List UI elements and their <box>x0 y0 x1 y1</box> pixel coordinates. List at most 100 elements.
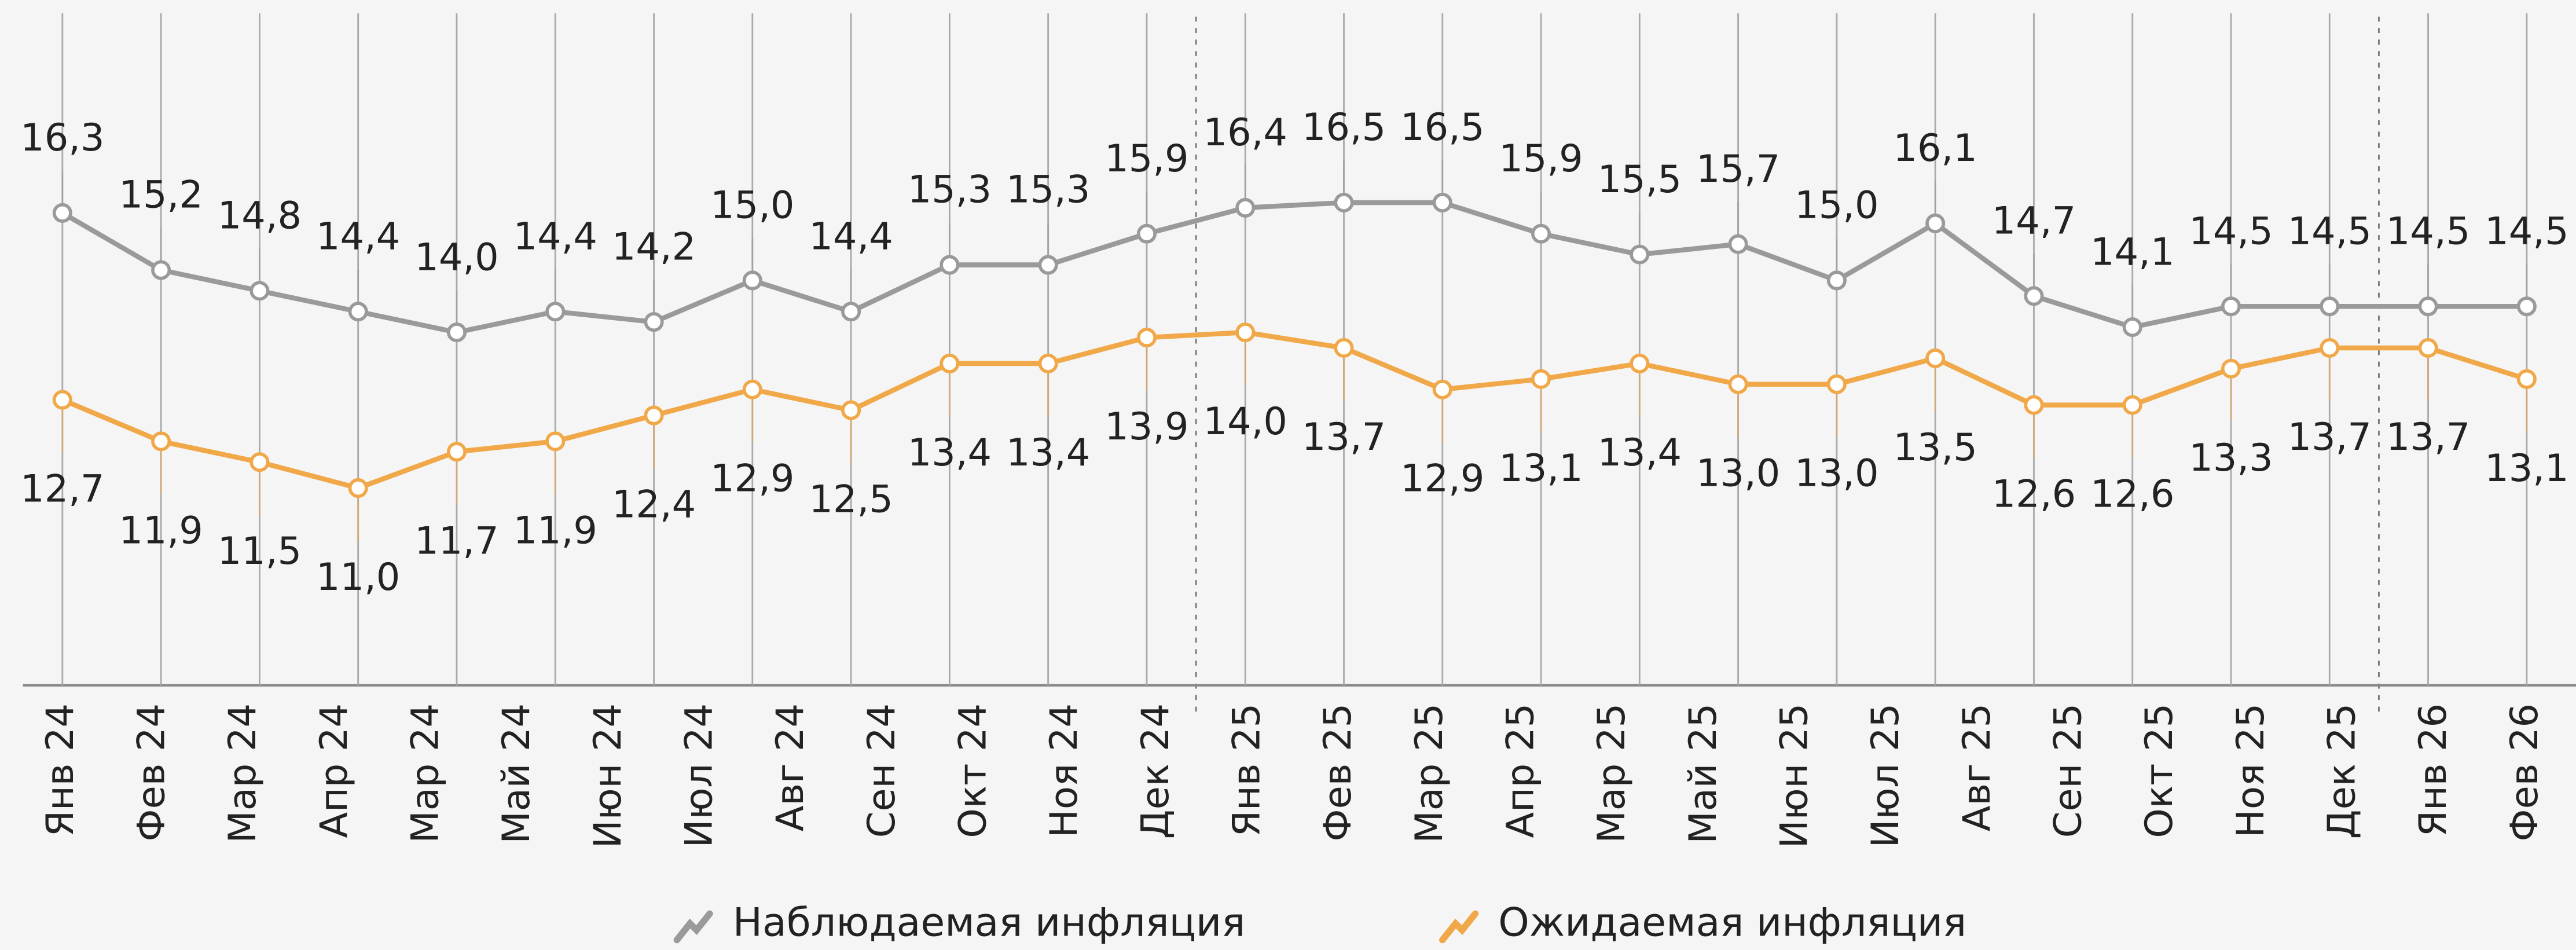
point <box>940 255 960 275</box>
point <box>52 390 72 410</box>
value-label: 14,0 <box>414 235 498 279</box>
point <box>348 302 368 322</box>
value-label: 12,5 <box>809 478 893 522</box>
x-tick-label: Фев 24 <box>130 703 174 842</box>
x-tick-label: Мар 24 <box>221 703 265 843</box>
value-label: 12,6 <box>2090 472 2174 516</box>
x-tick-label: Янв 26 <box>2411 703 2455 837</box>
point <box>1136 223 1157 244</box>
point <box>1235 197 1256 218</box>
value-label: 14,0 <box>1203 399 1287 443</box>
value-label: 16,5 <box>1400 105 1484 149</box>
point <box>644 312 664 332</box>
point <box>348 478 368 498</box>
point <box>841 302 861 322</box>
value-label: 14,5 <box>2189 209 2273 253</box>
x-tick-label: Сен 25 <box>2046 703 2090 838</box>
point <box>2320 296 2340 317</box>
x-tick-label: Окт 24 <box>951 703 995 838</box>
point <box>1136 328 1157 348</box>
point <box>2320 338 2340 358</box>
point <box>2418 296 2438 317</box>
point <box>1826 374 1847 394</box>
value-label: 13,4 <box>908 431 992 475</box>
point <box>151 431 171 452</box>
value-label: 13,4 <box>1598 431 1682 475</box>
x-tick-label: Янв 25 <box>1225 703 1269 837</box>
x-tick-label: Мар 25 <box>1590 703 1634 843</box>
value-label: 14,4 <box>316 214 400 258</box>
point <box>545 431 566 452</box>
value-label: 14,4 <box>809 214 893 258</box>
x-tick-label: Мар 25 <box>1407 703 1451 843</box>
value-label: 16,5 <box>1302 105 1386 149</box>
point <box>1531 223 1551 244</box>
point <box>1334 338 1354 358</box>
value-label: 13,1 <box>1499 446 1583 490</box>
legend-label: Ожидаемая инфляция <box>1498 900 1966 946</box>
point <box>1432 192 1452 212</box>
value-label: 15,3 <box>908 168 992 212</box>
point <box>2516 369 2537 389</box>
value-label: 16,3 <box>20 116 104 160</box>
point <box>1925 348 1946 368</box>
value-label: 12,9 <box>1400 457 1484 501</box>
point <box>2221 358 2241 379</box>
x-tick-label: Янв 24 <box>38 703 82 837</box>
value-label: 13,4 <box>1006 431 1090 475</box>
value-label: 14,2 <box>612 225 696 269</box>
value-label: 15,0 <box>1795 184 1878 228</box>
point <box>1826 270 1847 291</box>
point <box>1531 369 1551 389</box>
series-line <box>61 200 2527 335</box>
series-line <box>61 329 2528 491</box>
point <box>1630 353 1650 373</box>
value-label: 16,4 <box>1203 111 1287 155</box>
value-label: 13,7 <box>2288 415 2372 459</box>
value-label: 12,6 <box>1992 472 2076 516</box>
legend-icon <box>673 910 713 944</box>
point <box>1630 244 1650 265</box>
value-label: 15,0 <box>710 184 794 228</box>
point <box>52 203 72 223</box>
point <box>1432 379 1452 399</box>
x-tick-label: Авг 24 <box>768 703 812 831</box>
x-tick-label: Дек 24 <box>1133 703 1177 839</box>
value-label: 15,5 <box>1598 157 1682 201</box>
value-label: 14,5 <box>2386 209 2470 253</box>
point <box>2418 338 2438 358</box>
value-label: 11,7 <box>414 519 498 563</box>
point <box>841 400 861 420</box>
point <box>2024 286 2044 306</box>
value-label: 15,7 <box>1696 147 1780 191</box>
x-tick-label: Авг 25 <box>1955 703 1999 831</box>
point <box>1728 374 1748 394</box>
point <box>249 452 270 472</box>
point <box>1728 234 1748 254</box>
x-tick-label: Ноя 24 <box>1042 703 1086 838</box>
value-label: 14,8 <box>218 194 302 238</box>
point <box>2122 395 2142 415</box>
x-tick-label: Фев 25 <box>1316 703 1360 842</box>
x-tick-label: Июл 24 <box>677 703 721 848</box>
point <box>2221 296 2241 317</box>
point <box>1038 255 1058 275</box>
x-tick-label: Ноя 25 <box>2229 703 2273 838</box>
value-label: 13,1 <box>2485 446 2568 490</box>
point <box>151 260 171 280</box>
value-label: 15,9 <box>1499 137 1583 181</box>
point <box>249 281 270 301</box>
value-label: 13,7 <box>1302 415 1386 459</box>
value-label: 15,9 <box>1104 137 1188 181</box>
value-label: 11,9 <box>119 508 203 552</box>
value-label: 13,3 <box>2189 436 2273 480</box>
x-tick-label: Фев 26 <box>2502 703 2546 842</box>
x-tick-label: Сен 24 <box>860 703 904 838</box>
x-tick-label: Дек 25 <box>2320 703 2364 839</box>
point <box>940 353 960 373</box>
point <box>742 379 762 399</box>
point <box>1925 213 1946 233</box>
legend-label: Наблюдаемая инфляция <box>733 900 1245 946</box>
